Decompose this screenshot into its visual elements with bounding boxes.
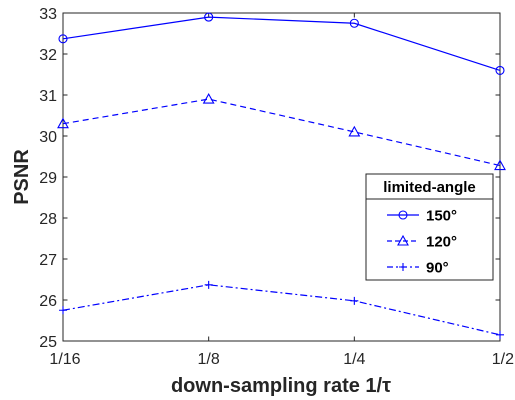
series-lines [62, 16, 501, 336]
legend-marker-circle [398, 210, 408, 220]
x-tick-label: 1/16 [49, 351, 80, 368]
y-tick-label: 31 [39, 88, 57, 105]
y-tick-label: 29 [39, 170, 57, 187]
y-tick-label: 32 [39, 47, 57, 64]
data-point-circle [495, 65, 505, 75]
series-markers [57, 12, 506, 339]
legend-title: limited-angle [383, 179, 476, 196]
data-point-triangle [202, 92, 215, 104]
x-tick-label: 1/4 [343, 351, 365, 368]
legend-label: 90° [426, 260, 449, 277]
legend: limited-angle 150° 120° 90° [365, 173, 494, 281]
y-tick-label: 30 [39, 129, 57, 146]
x-axis-label: down-sampling rate 1/τ [171, 375, 391, 397]
series-line-2 [62, 98, 501, 167]
legend-marker-plus [399, 263, 407, 271]
y-tick-label: 26 [39, 293, 57, 310]
y-tick-label: 33 [39, 6, 57, 23]
x-tick-label: 1/2 [492, 351, 514, 368]
series-line-1 [62, 16, 501, 71]
x-tick-label: 1/8 [198, 351, 220, 368]
y-tick-label: 25 [39, 334, 57, 351]
data-point-plus [496, 330, 504, 339]
legend-label: 150° [426, 208, 457, 225]
data-point-circle [58, 34, 68, 44]
y-axis-label: PSNR [11, 149, 33, 205]
data-point-plus [59, 306, 67, 315]
data-point-plus [350, 296, 359, 305]
data-point-triangle [494, 159, 506, 171]
y-tick-label: 27 [39, 252, 57, 269]
data-point-triangle [57, 117, 69, 129]
y-tick-label: 28 [39, 211, 57, 228]
legend-marker-triangle [397, 234, 409, 246]
data-point-triangle [348, 125, 361, 137]
data-point-plus [204, 280, 213, 289]
data-point-circle [204, 12, 214, 22]
axis-ticks: 25 26 27 28 29 30 31 32 33 1/16 1/8 1/4 1/2 [39, 6, 514, 368]
legend-box [365, 173, 494, 281]
legend-label: 120° [426, 234, 457, 251]
legend-items: 150° 120° 90° [387, 208, 457, 277]
series-line-3 [62, 284, 501, 336]
data-point-circle [349, 18, 359, 28]
